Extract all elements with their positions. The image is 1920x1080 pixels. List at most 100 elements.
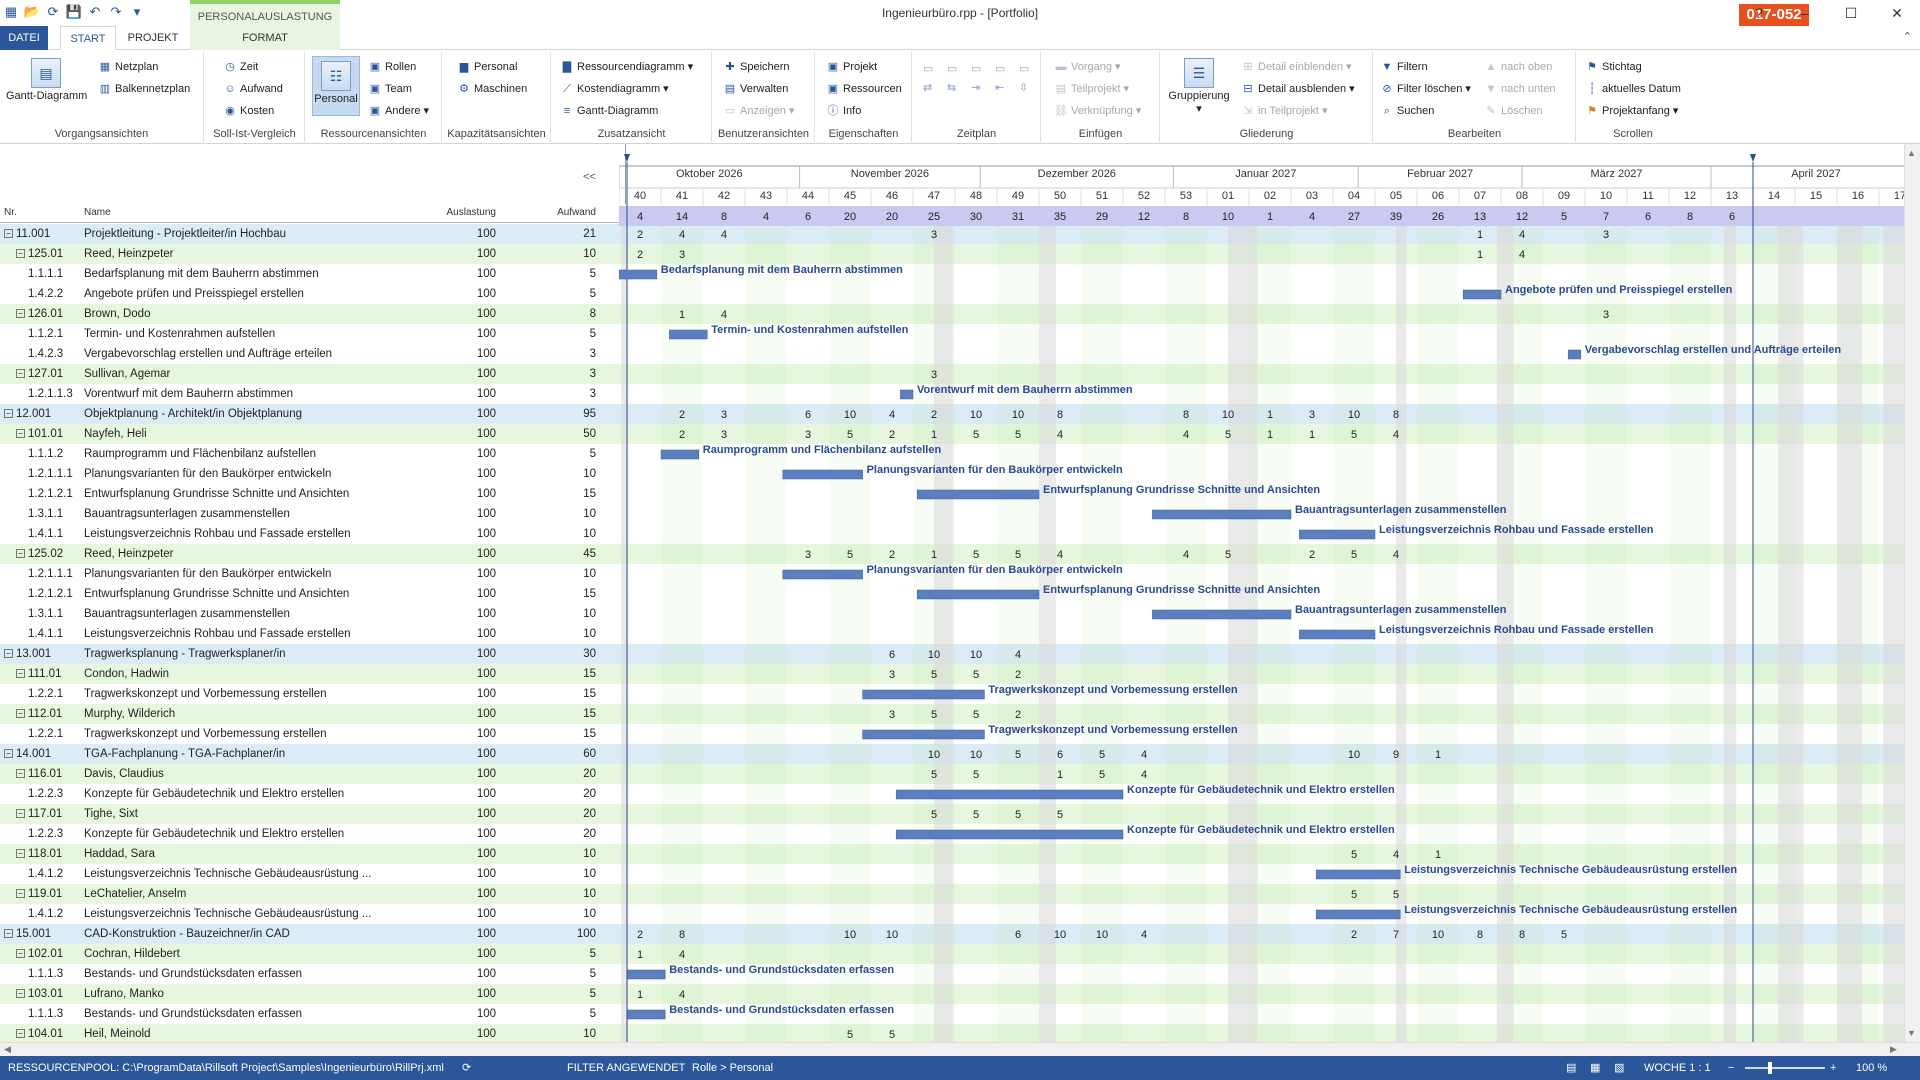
task-row[interactable]: 1.2.1.1.3 Vorentwurf mit dem Bauherrn abs… (0, 384, 626, 404)
role-row[interactable]: −13.001 Tragwerksplanung - Tragwerksplane… (0, 644, 626, 664)
task-row[interactable]: 1.2.1.1.1 Planungsvarianten für den Baukö… (0, 464, 626, 484)
unlink-icon[interactable]: ⇆ (947, 82, 957, 94)
kostendiagramm-dropdown[interactable]: ⟋ Kostendiagramm ▾ (560, 80, 669, 98)
stichtag-button[interactable]: ⚑ Stichtag (1585, 58, 1642, 76)
info-button[interactable]: ⓘ Info (826, 102, 862, 120)
role-row[interactable]: −12.001 Objektplanung - Architekt/in Obje… (0, 404, 626, 424)
task-row[interactable]: 1.2.2.1 Tragwerkskonzept und Vorbemessung… (0, 684, 626, 704)
zoom-thumb[interactable] (1768, 1062, 1772, 1074)
resource-row[interactable]: −125.02 Reed, Heinzpeter 100 45 (0, 544, 626, 564)
collapse-toggle-icon[interactable]: − (16, 809, 25, 819)
task-bar[interactable] (862, 689, 985, 700)
task-bar[interactable] (782, 469, 863, 480)
progress-0-icon[interactable]: ▭ (923, 63, 934, 75)
collapse-toggle-icon[interactable]: − (16, 949, 25, 959)
verknuepfung-dropdown[interactable]: ⛓ Verknüpfung ▾ (1054, 102, 1141, 120)
view-table-icon[interactable]: ▦ (1590, 1062, 1601, 1074)
tab-datei[interactable]: DATEI (0, 26, 48, 50)
suchen-button[interactable]: ⌕ Suchen (1380, 102, 1434, 120)
maximize-button[interactable]: ☐ (1844, 4, 1858, 21)
collapse-toggle-icon[interactable]: − (16, 309, 25, 319)
task-row[interactable]: 1.2.1.2.1 Entwurfsplanung Grundrisse Schn… (0, 584, 626, 604)
view-gantt-icon[interactable]: ▤ (1566, 1062, 1577, 1074)
horizontal-scrollbar[interactable]: ◀ ▶ (0, 1042, 1920, 1056)
close-button[interactable]: ✕ (1891, 4, 1903, 21)
task-row[interactable]: 1.4.1.2 Leistungsverzeichnis Technische G… (0, 904, 626, 924)
task-bar[interactable] (660, 449, 700, 460)
scroll-up-icon[interactable]: ▲ (1907, 148, 1916, 158)
task-row[interactable]: 1.1.1.2 Raumprogramm und Flächenbilanz au… (0, 444, 626, 464)
filtern-button[interactable]: ▼ Filtern (1380, 58, 1428, 76)
task-bar[interactable] (1152, 509, 1292, 520)
resource-row[interactable]: −118.01 Haddad, Sara 100 10 (0, 844, 626, 864)
task-row[interactable]: 1.2.1.1.1 Planungsvarianten für den Baukö… (0, 564, 626, 584)
collapse-toggle-icon[interactable]: − (16, 889, 25, 899)
aktuelles-datum-button[interactable]: ┆ aktuelles Datum (1585, 80, 1681, 98)
andere-dropdown[interactable]: ▣ Andere ▾ (368, 102, 429, 120)
indent-icon[interactable]: ⇥ (971, 82, 981, 94)
column-header-aufwand[interactable]: Aufwand (557, 207, 596, 218)
detail-einblenden-dropdown[interactable]: ⊞ Detail einblenden ▾ (1241, 58, 1351, 76)
task-row[interactable]: 1.1.2.1 Termin- und Kostenrahmen aufstell… (0, 324, 626, 344)
task-bar[interactable] (627, 1009, 666, 1020)
rollen-button[interactable]: ▣ Rollen (368, 58, 416, 76)
balkennetzplan-button[interactable]: ▥ Balkennetzplan (98, 80, 190, 98)
task-bar[interactable] (895, 829, 1124, 840)
task-row[interactable]: 1.2.2.3 Konzepte für Gebäudetechnik und E… (0, 784, 626, 804)
resource-row[interactable]: −101.01 Nayfeh, Heli 100 50 (0, 424, 626, 444)
save-icon[interactable]: 💾 (65, 4, 83, 19)
collapse-toggle-icon[interactable]: − (4, 229, 13, 239)
vorgang-dropdown[interactable]: ▬ Vorgang ▾ (1054, 58, 1121, 76)
collapse-toggle-icon[interactable]: − (4, 929, 13, 939)
resource-row[interactable]: −127.01 Sullivan, Agemar 100 3 (0, 364, 626, 384)
task-bar[interactable] (619, 269, 658, 280)
task-row[interactable]: 1.1.1.3 Bestands- und Grundstücksdaten er… (0, 1004, 626, 1024)
collapse-grid-button[interactable]: << (583, 171, 596, 183)
nach-unten-button[interactable]: ▼ nach unten (1484, 80, 1556, 98)
tab-start[interactable]: START (60, 26, 116, 50)
outdent-icon[interactable]: ⇤ (995, 82, 1005, 94)
ressourcen-properties-button[interactable]: ▣ Ressourcen (826, 80, 902, 98)
task-row[interactable]: 1.1.1.1 Bedarfsplanung mit dem Bauherrn a… (0, 264, 626, 284)
task-row[interactable]: 1.2.2.1 Tragwerkskonzept und Vorbemessung… (0, 724, 626, 744)
task-bar[interactable] (916, 489, 1040, 500)
resource-row[interactable]: −126.01 Brown, Dodo 100 8 (0, 304, 626, 324)
nach-oben-button[interactable]: ▲ nach oben (1484, 58, 1553, 76)
verwalten-button[interactable]: ▤ Verwalten (723, 80, 789, 98)
link-icon[interactable]: ⇄ (923, 82, 933, 94)
team-button[interactable]: ▣ Team (368, 80, 412, 98)
collapse-toggle-icon[interactable]: − (16, 549, 25, 559)
task-bar[interactable] (895, 789, 1124, 800)
collapse-toggle-icon[interactable]: − (4, 409, 13, 419)
maschinen-button[interactable]: ⚙ Maschinen (457, 80, 527, 98)
task-bar[interactable] (669, 329, 708, 340)
task-bar[interactable] (1567, 349, 1582, 360)
netzplan-button[interactable]: ▦ Netzplan (98, 58, 159, 76)
resource-row[interactable]: −116.01 Davis, Claudius 100 20 (0, 764, 626, 784)
detail-ausblenden-dropdown[interactable]: ⊟ Detail ausblenden ▾ (1241, 80, 1354, 98)
task-row[interactable]: 1.4.1.1 Leistungsverzeichnis Rohbau und F… (0, 524, 626, 544)
collapse-toggle-icon[interactable]: − (16, 989, 25, 999)
zoom-in-icon[interactable]: + (1830, 1062, 1837, 1074)
anzeigen-dropdown[interactable]: ▭ Anzeigen ▾ (723, 102, 795, 120)
filter-loeschen-dropdown[interactable]: ⊘ Filter löschen ▾ (1380, 80, 1471, 98)
help-icon[interactable]: ? (1755, 5, 1763, 21)
ribbon-collapse-icon[interactable]: ⌃ (1902, 31, 1912, 43)
task-bar[interactable] (1462, 289, 1502, 300)
task-bar[interactable] (782, 569, 863, 580)
task-bar[interactable] (1299, 629, 1376, 640)
task-bar[interactable] (1315, 869, 1401, 880)
refresh-icon[interactable]: ⟳ (47, 4, 59, 19)
sync-icon[interactable]: ⟳ (462, 1062, 472, 1074)
collapse-toggle-icon[interactable]: − (16, 849, 25, 859)
resource-row[interactable]: −119.01 LeChatelier, Anselm 100 10 (0, 884, 626, 904)
scroll-down-icon[interactable]: ▼ (1907, 1028, 1916, 1038)
resource-row[interactable]: −112.01 Murphy, Wilderich 100 15 (0, 704, 626, 724)
collapse-toggle-icon[interactable]: − (4, 649, 13, 659)
progress-50-icon[interactable]: ▭ (971, 63, 982, 75)
scroll-right-icon[interactable]: ▶ (1890, 1044, 1897, 1054)
task-row[interactable]: 1.1.1.3 Bestands- und Grundstücksdaten er… (0, 964, 626, 984)
collapse-toggle-icon[interactable]: − (16, 1029, 25, 1039)
task-bar[interactable] (900, 389, 914, 400)
task-row[interactable]: 1.3.1.1 Bauantragsunterlagen zusammenstel… (0, 604, 626, 624)
